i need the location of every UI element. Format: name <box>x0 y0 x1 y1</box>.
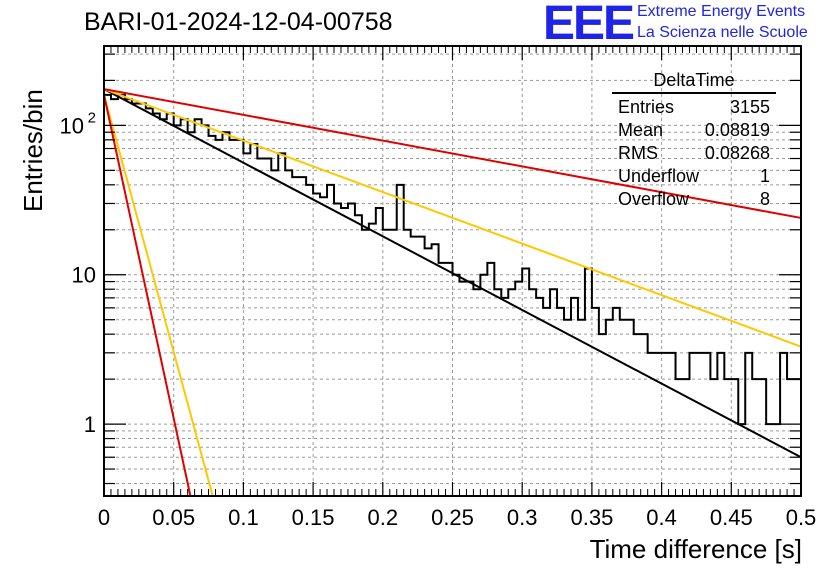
x-tick-label: 0.25 <box>431 505 474 530</box>
y-tick-exponent: 2 <box>88 109 96 126</box>
x-tick-label: 0.5 <box>786 505 817 530</box>
fit-lines <box>103 88 802 497</box>
x-tick-label: 0.45 <box>710 505 753 530</box>
stats-row-rms: RMS 0.08268 <box>612 142 776 165</box>
stats-label: Entries <box>618 97 675 117</box>
tick-labels: 0 0.05 0.1 0.15 0.2 0.25 0.3 0.35 0.4 0.45 0.5 1 10 1… <box>60 109 817 530</box>
x-tick-label: 0.05 <box>152 505 195 530</box>
stats-row-entries: Entries 3155 <box>612 96 776 119</box>
stats-label: Underflow <box>618 166 700 186</box>
fit-line <box>103 88 802 459</box>
stats-label: Overflow <box>618 189 690 209</box>
histogram-bars <box>103 93 802 496</box>
x-tick-label: 0.4 <box>646 505 677 530</box>
x-tick-label: 0.1 <box>228 505 259 530</box>
fit-line <box>103 94 192 497</box>
fit-line <box>103 88 802 219</box>
stats-row-mean: Mean 0.08819 <box>612 119 776 142</box>
stats-label: RMS <box>618 143 658 163</box>
x-tick-label: 0.3 <box>507 505 538 530</box>
y-tick-label: 1 <box>84 412 96 437</box>
fit-line <box>103 94 214 497</box>
x-tick-label: 0.35 <box>570 505 613 530</box>
logo-line-2: La Scienza nelle Scuole <box>637 24 808 41</box>
x-tick-label: 0.15 <box>292 505 335 530</box>
chart-title: BARI-01-2024-12-04-00758 <box>84 8 393 36</box>
stats-box: DeltaTime Entries 3155 Mean 0.08819 RMS 0.0… <box>612 70 776 211</box>
stats-value: 1 <box>759 166 770 186</box>
x-tick-label: 0 <box>98 505 110 530</box>
stats-value: 0.08819 <box>704 120 770 140</box>
y-tick-label: 10 <box>72 263 96 288</box>
y-axis-label: Entries/bin <box>18 89 48 212</box>
eee-logo: EEE <box>543 0 635 50</box>
x-axis-label: Time difference [s] <box>589 534 802 564</box>
y-tick-label: 10 <box>60 113 84 138</box>
axis-ticks <box>103 46 802 496</box>
stats-row-overflow: Overflow 8 <box>612 188 776 211</box>
x-tick-label: 0.2 <box>368 505 399 530</box>
stats-title: DeltaTime <box>612 70 776 94</box>
stats-row-underflow: Underflow 1 <box>612 165 776 188</box>
stats-label: Mean <box>618 120 664 140</box>
histogram-outline <box>103 93 802 496</box>
fit-line <box>103 88 802 348</box>
stats-value: 0.08268 <box>704 143 770 163</box>
logo-line-1: Extreme Energy Events <box>637 3 806 20</box>
stats-value: 8 <box>759 189 770 209</box>
stats-value: 3155 <box>729 97 770 117</box>
